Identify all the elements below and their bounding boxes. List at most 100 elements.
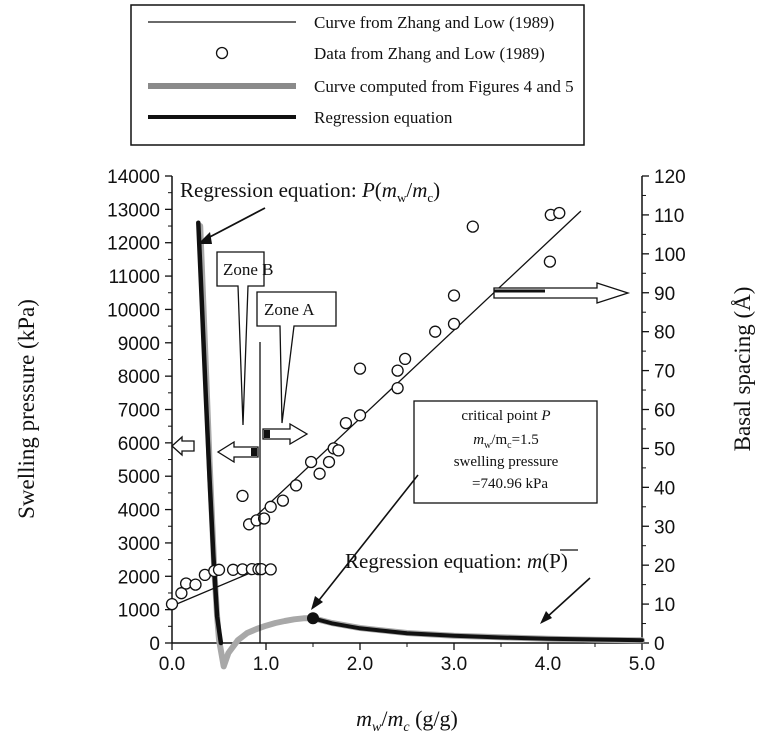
data-point (353, 362, 367, 375)
y-left-tick-label: 5000 (118, 467, 160, 488)
zone-a-callout-box (256, 291, 337, 424)
y-left-tick-label: 9000 (118, 334, 160, 355)
zone-b-callout: Zone B (216, 251, 274, 464)
data-point (304, 455, 318, 469)
annotation-regression-p-text: Regression equation: P(mw/mc) (180, 178, 440, 205)
zone-a-callout: Zone A (256, 291, 337, 446)
legend-label-3: Curve computed from Figures 4 and 5 (314, 77, 574, 96)
data-point (391, 381, 404, 395)
data-point (447, 317, 461, 331)
ticks: 0100020003000400050006000700080009000100… (107, 167, 686, 675)
y-right-tick-label: 70 (654, 362, 675, 383)
right-axis-pointer-arrow-shape (493, 282, 631, 304)
y-right-tick-label: 50 (654, 439, 675, 460)
x-axis-label: mw/mc (g/g) (356, 706, 458, 731)
left-axis-pointer-arrow (171, 435, 195, 457)
y-left-tick-label: 2000 (118, 567, 160, 588)
data-point (276, 494, 290, 507)
critical-point-arrow (315, 474, 419, 605)
x-tick-label: 3.0 (441, 654, 467, 675)
data-point (212, 563, 226, 576)
annotation-regression-m-arrow (545, 577, 591, 619)
annotation-regression-p-arrow (203, 207, 266, 241)
data-point (313, 467, 326, 480)
data-point (332, 444, 345, 457)
y-right-tick-label: 120 (654, 167, 686, 188)
y-right-tick-label: 20 (654, 556, 675, 577)
y-right-tick-label: 90 (654, 284, 675, 305)
y-right-tick-label: 10 (654, 595, 675, 616)
data-point (189, 578, 202, 591)
data-point (543, 255, 557, 268)
series-zhang-low-line-low (171, 567, 262, 607)
x-tick-label: 5.0 (629, 654, 655, 675)
right-axis-pointer-arrow (493, 282, 631, 304)
annotation-regression-m-text: Regression equation: m(P) (345, 549, 568, 573)
legend-label-4: Regression equation (314, 108, 453, 127)
data-point (264, 563, 277, 576)
y-left-axis-label: Swelling pressure (kPa) (14, 299, 39, 519)
x-tick-label: 4.0 (535, 654, 561, 675)
y-left-tick-label: 10000 (107, 300, 160, 321)
critical-point-marker (307, 612, 319, 625)
annotation-regression-m-arrowhead (540, 611, 552, 624)
y-left-tick-label: 11000 (109, 267, 160, 288)
zone-a-arrow (262, 422, 309, 446)
critical-point-line3: swelling pressure (454, 454, 559, 470)
data-point (289, 479, 303, 492)
y-right-tick-label: 60 (654, 401, 675, 422)
critical-point-arrowhead (311, 596, 323, 610)
y-right-tick-label: 40 (654, 478, 675, 499)
data-point (264, 500, 277, 513)
legend-box (130, 4, 585, 146)
y-right-tick-label: 110 (654, 206, 684, 227)
legend: Curve from Zhang and Low (1989) Data fro… (130, 4, 585, 146)
data-point (447, 289, 461, 302)
zone-a-label: Zone A (264, 300, 315, 319)
legend-swatch-open-circle (215, 46, 229, 60)
data-point (391, 364, 404, 377)
y-left-tick-label: 3000 (118, 534, 160, 555)
data-point (353, 409, 367, 422)
y-right-tick-label: 0 (654, 634, 665, 655)
annotation-regression-m: Regression equation: m(P) (345, 549, 591, 624)
data-point (339, 416, 353, 430)
y-right-tick-label: 30 (654, 517, 675, 538)
critical-point-line1: critical point P (461, 408, 550, 424)
y-left-tick-label: 13000 (107, 200, 160, 221)
y-left-tick-label: 12000 (107, 234, 160, 255)
series-regression-p-branch (196, 220, 224, 646)
y-right-tick-label: 100 (654, 245, 686, 266)
legend-label-2: Data from Zhang and Low (1989) (314, 44, 545, 63)
data-point (398, 352, 412, 366)
data-point (257, 512, 271, 525)
data-point (165, 597, 179, 611)
annotation-regression-p: Regression equation: P(mw/mc) (180, 178, 440, 244)
zone-b-arrow (216, 440, 259, 464)
y-left-tick-label: 4000 (118, 501, 160, 522)
series-zhang-low-line-high (246, 210, 582, 525)
y-left-tick-label: 6000 (118, 434, 160, 455)
y-left-tick-label: 8000 (118, 367, 160, 388)
zone-a-arrow-tail (264, 430, 270, 438)
zone-b-callout-box (216, 251, 265, 426)
legend-label-1: Curve from Zhang and Low (1989) (314, 13, 554, 32)
series-regression-m-branch (311, 616, 644, 643)
y-right-tick-label: 80 (654, 323, 675, 344)
x-tick-label: 1.0 (253, 654, 279, 675)
data-point (322, 455, 336, 469)
data-point (236, 489, 249, 503)
critical-point-line4: =740.96 kPa (472, 476, 548, 492)
data-point (553, 206, 566, 220)
zone-b-arrow-tail (251, 448, 257, 456)
data-point (429, 325, 442, 338)
y-left-tick-label: 1000 (118, 601, 160, 622)
y-left-tick-label: 7000 (118, 401, 160, 422)
critical-point-line2: mw/mc=1.5 (473, 432, 539, 451)
zone-b-label: Zone B (223, 260, 274, 279)
data-point (466, 220, 479, 233)
y-left-tick-label: 14000 (107, 167, 160, 188)
x-tick-label: 0.0 (159, 654, 185, 675)
x-tick-label: 2.0 (347, 654, 373, 675)
